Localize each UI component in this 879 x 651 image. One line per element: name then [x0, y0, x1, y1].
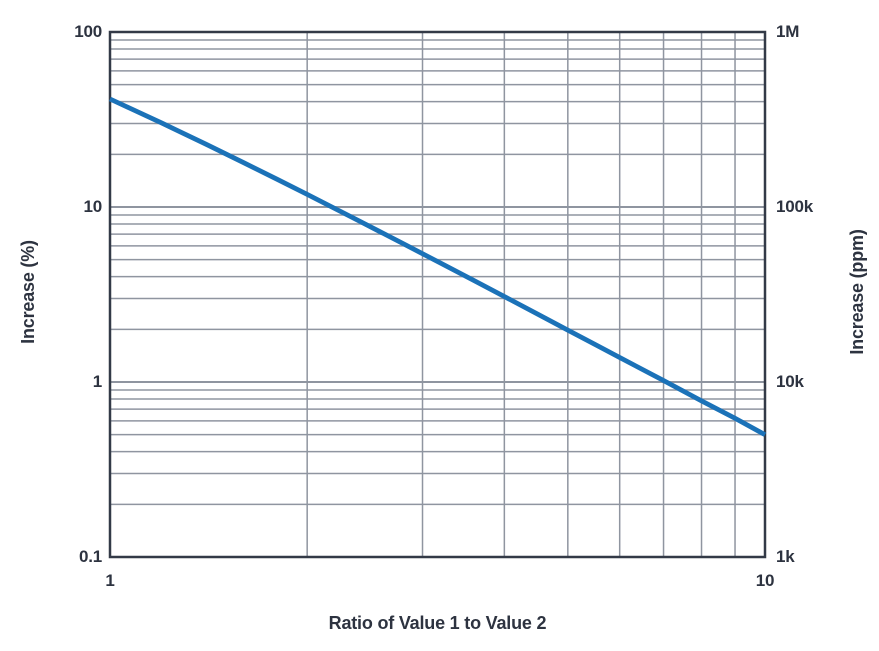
x-tick-1: 1	[105, 571, 115, 590]
y-left-tick-100: 100	[74, 22, 102, 41]
plot-border	[108, 30, 767, 559]
y-right-tick-1M: 1M	[776, 22, 800, 41]
x-axis-title: Ratio of Value 1 to Value 2	[328, 613, 547, 633]
series-line-increase-vs-ratio	[108, 96, 767, 437]
y-right-tick-100k: 100k	[776, 197, 814, 216]
y-left-tick-10: 10	[83, 197, 102, 216]
y-axis-right-title: Increase (ppm)	[847, 229, 867, 355]
y-axis-left-title: Increase (%)	[18, 240, 38, 344]
y-right-tick-10k: 10k	[776, 372, 804, 391]
y-left-tick-1: 1	[92, 372, 102, 391]
x-tick-10: 10	[755, 571, 775, 590]
y-right-tick-1k: 1k	[776, 547, 795, 566]
y-left-tick-0.1: 0.1	[78, 547, 102, 566]
